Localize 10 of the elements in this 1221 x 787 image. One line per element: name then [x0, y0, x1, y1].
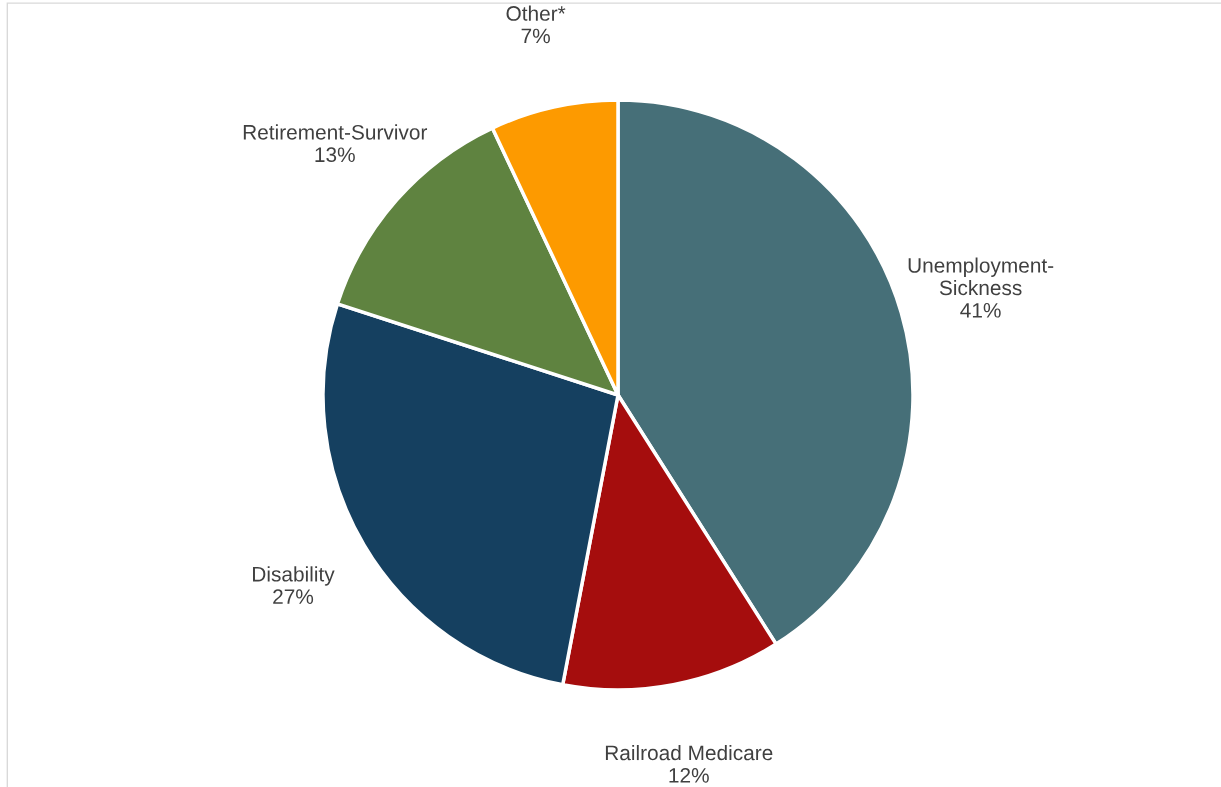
slice-label: Retirement-Survivor: [243, 124, 428, 140]
slice-label: Other*: [506, 5, 566, 21]
data-label: 41%: [960, 303, 1001, 318]
slice-label: Railroad Medicare: [605, 744, 773, 761]
slice-label: Disability: [253, 566, 335, 586]
data-label: 12%: [669, 767, 709, 783]
slice-label: Unemployment- Sickness: [908, 257, 1054, 296]
data-label: 27%: [273, 589, 314, 604]
data-label: 7%: [521, 28, 550, 44]
data-label: 13%: [315, 147, 355, 163]
